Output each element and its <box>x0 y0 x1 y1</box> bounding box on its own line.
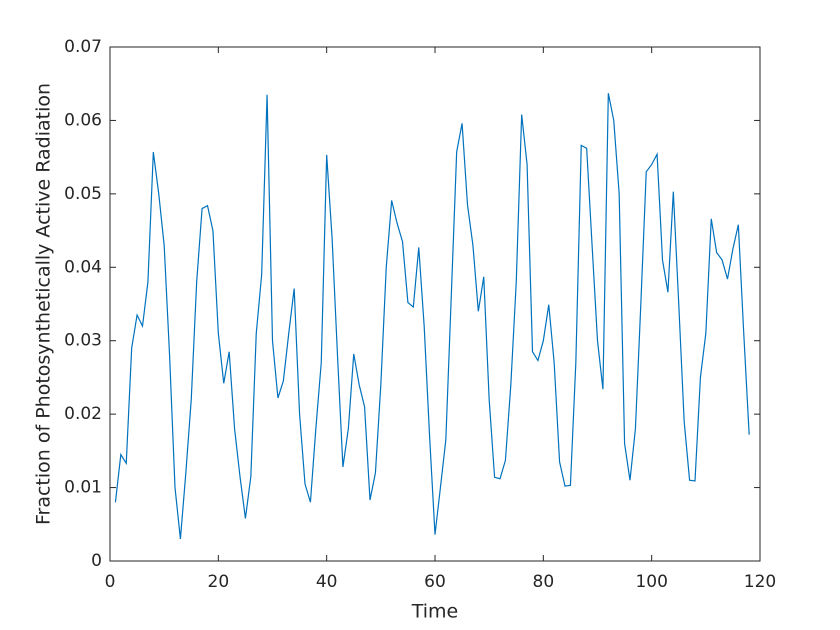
x-tick-label: 80 <box>533 572 555 592</box>
x-tick-label: 0 <box>105 572 116 592</box>
x-tick-label: 40 <box>316 572 338 592</box>
data-line <box>114 93 750 540</box>
x-tick-label: 20 <box>208 572 230 592</box>
y-tick-label: 0.03 <box>64 331 102 351</box>
plot-box <box>109 46 761 562</box>
y-tick-label: 0.07 <box>64 37 102 57</box>
y-tick-label: 0.06 <box>64 110 102 130</box>
y-tick-label: 0 <box>91 551 102 571</box>
y-tick-label: 0.01 <box>64 478 102 498</box>
y-tick-label: 0.02 <box>64 404 102 424</box>
x-tick-label: 60 <box>424 572 446 592</box>
y-tick-label: 0.04 <box>64 257 102 277</box>
x-axis-label: Time <box>411 601 459 623</box>
y-tick-label: 0.05 <box>64 184 102 204</box>
x-tick-label: 100 <box>635 572 667 592</box>
y-axis-label: Fraction of Photosynthetically Active Ra… <box>33 83 55 525</box>
x-tick-label: 120 <box>744 572 776 592</box>
